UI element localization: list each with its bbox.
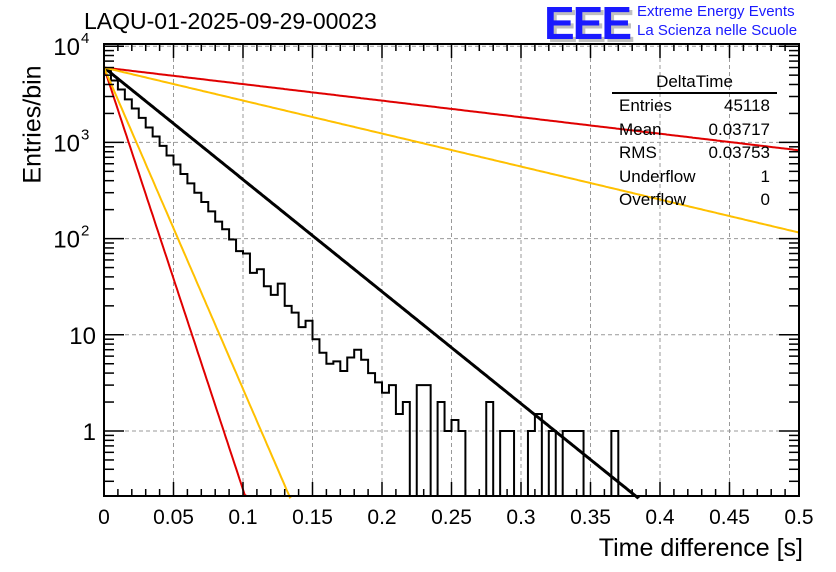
- y-tick-exponent: 2: [81, 223, 89, 240]
- fit-curves: [103, 66, 800, 500]
- stats-title: DeltaTime: [612, 72, 777, 94]
- x-tick-label: 0.05: [153, 506, 194, 529]
- stats-label: Mean: [619, 119, 662, 139]
- x-tick-label: 0.25: [431, 506, 472, 529]
- y-tick-exponent: 3: [81, 126, 89, 143]
- x-tick-label: 0.3: [506, 506, 535, 529]
- logo-line-2: La Scienza nelle Scuole: [637, 22, 798, 39]
- stats-label: Underflow: [619, 166, 696, 186]
- curve-red-slow: [103, 66, 800, 152]
- stats-value: 1: [760, 166, 770, 186]
- x-tick-label: 0.15: [292, 506, 333, 529]
- x-tick-label: 0.35: [570, 506, 611, 529]
- logo-line-1: Extreme Energy Events: [637, 3, 795, 20]
- eee-logo: EEE: [544, 0, 632, 49]
- stats-row-overflow: Overflow 0: [612, 188, 777, 212]
- curve-yellow-fast: [103, 67, 293, 500]
- curve-fit: [103, 66, 641, 500]
- y-tick-label: 10: [53, 130, 80, 157]
- stats-value: 0.03717: [708, 119, 770, 139]
- x-tick-label: 0.4: [645, 506, 675, 529]
- stats-box: DeltaTime Entries 45118 Mean 0.03717 RMS 0.…: [612, 72, 777, 212]
- logo-text: Extreme Energy Events La Scienza nelle S…: [637, 2, 797, 40]
- stats-value: 45118: [723, 96, 770, 115]
- y-tick-label: 10: [53, 34, 80, 61]
- x-tick-label: 0.2: [367, 506, 396, 529]
- y-tick-label: 10: [69, 323, 96, 350]
- stats-row-entries: Entries 45118: [612, 94, 777, 118]
- x-axis-label: Time difference [s]: [598, 534, 803, 562]
- histogram: [104, 69, 799, 497]
- y-axis-label: Entries/bin: [18, 65, 47, 184]
- x-tick-label: 0.45: [709, 506, 750, 529]
- stats-value: 0: [760, 190, 770, 209]
- axes-frame: [103, 43, 800, 497]
- y-tick-exponent: 4: [81, 30, 89, 47]
- stats-value: 0.03753: [708, 143, 770, 162]
- stats-label: RMS: [619, 143, 657, 162]
- y-tick-label: 1: [83, 419, 96, 446]
- chart-title: LAQU-01-2025-09-29-00023: [84, 8, 377, 34]
- x-tick-labels: 0 0.05 0.1 0.15 0.2 0.25 0.3 0.35 0.4 0.45 0.5: [98, 506, 813, 529]
- curve-yellow-slow: [103, 66, 800, 234]
- stats-row-underflow: Underflow 1: [612, 165, 777, 189]
- x-tick-label: 0.1: [228, 506, 257, 529]
- stats-row-rms: RMS 0.03753: [612, 141, 777, 165]
- histogram-step-line: [104, 69, 799, 497]
- stats-label: Entries: [619, 96, 672, 115]
- curve-red-fast: [103, 67, 248, 497]
- stats-label: Overflow: [619, 190, 687, 209]
- x-tick-label: 0.5: [784, 506, 813, 529]
- stats-row-mean: Mean 0.03717: [612, 118, 777, 142]
- y-tick-label: 10: [53, 227, 80, 254]
- x-tick-label: 0: [98, 506, 110, 529]
